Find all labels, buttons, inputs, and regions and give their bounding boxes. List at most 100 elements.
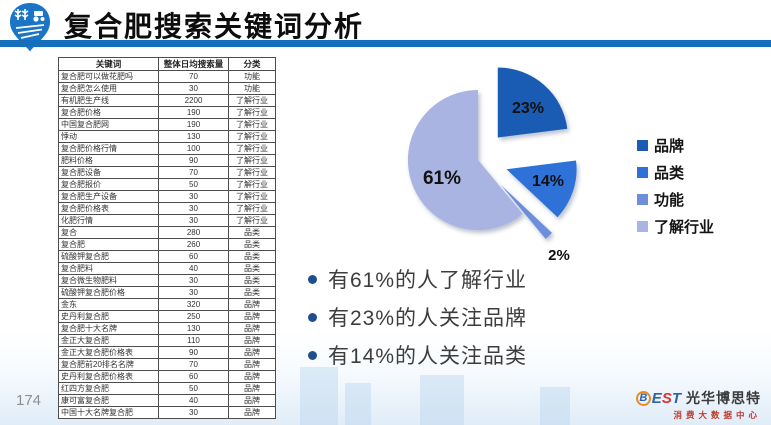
tractor-icon <box>33 11 45 22</box>
watermark-building <box>300 367 338 425</box>
keyword-cell: 史丹利复合肥 <box>58 310 159 323</box>
insight-item: 有14%的人关注品类 <box>308 336 527 374</box>
volume-cell: 30 <box>158 202 229 215</box>
table-row: 红四方复合肥 50 品牌 <box>58 382 276 395</box>
keyword-cell: 中国十大名牌复合肥 <box>58 406 159 419</box>
category-cell: 品类 <box>228 262 276 275</box>
category-cell: 了解行业 <box>228 214 276 227</box>
volume-cell: 130 <box>158 322 229 335</box>
table-row: 中国复合肥网 190 了解行业 <box>58 118 276 131</box>
volume-cell: 50 <box>158 178 229 191</box>
category-cell: 品类 <box>228 274 276 287</box>
insight-item: 有61%的人了解行业 <box>308 260 527 298</box>
category-cell: 了解行业 <box>228 178 276 191</box>
legend-swatch <box>637 140 648 151</box>
page-title: 复合肥搜索关键词分析 <box>64 11 365 42</box>
footer-brand-logo: B E S T 光华博思特 消费大数据中心 <box>635 388 761 421</box>
volume-cell: 100 <box>158 142 229 155</box>
keyword-table-head: 关键词 整体日均搜索量 分类 <box>58 57 276 71</box>
volume-cell: 30 <box>158 214 229 227</box>
table-row: 复合 280 品类 <box>58 226 276 239</box>
insight-text: 有61%的人了解行业 <box>328 269 528 292</box>
table-row: 悸动 130 了解行业 <box>58 130 276 143</box>
keyword-cell: 复合肥价格 <box>58 106 159 119</box>
category-cell: 品牌 <box>228 322 276 335</box>
table-row: 复合肥前20排名名牌 70 品牌 <box>58 358 276 371</box>
column-header-category: 分类 <box>228 57 276 71</box>
volume-cell: 90 <box>158 346 229 359</box>
table-row: 复合肥可以做花肥吗 70 功能 <box>58 70 276 83</box>
legend-label: 品类 <box>654 165 685 182</box>
volume-cell: 60 <box>158 370 229 383</box>
table-row: 复合微生物肥料 30 品类 <box>58 274 276 287</box>
keyword-cell: 化肥行情 <box>58 214 159 227</box>
keyword-cell: 复合 <box>58 226 159 239</box>
pie-label-function: 2% <box>548 247 570 264</box>
keyword-cell: 复合肥价格行情 <box>58 142 159 155</box>
category-cell: 品牌 <box>228 394 276 407</box>
keyword-cell: 硫酸钾复合肥价格 <box>58 286 159 299</box>
column-header-keyword: 关键词 <box>58 57 159 71</box>
keyword-cell: 复合肥十大名牌 <box>58 322 159 335</box>
bullet-icon <box>308 312 317 322</box>
volume-cell: 50 <box>158 382 229 395</box>
volume-cell: 60 <box>158 250 229 263</box>
category-cell: 了解行业 <box>228 130 276 143</box>
wheat-icon <box>14 9 29 20</box>
legend-swatch <box>637 221 648 232</box>
chart-legend: 品牌 品类 功能 了解行业 <box>637 138 714 246</box>
pie-slice-brand <box>497 67 568 138</box>
keyword-cell: 复合微生物肥料 <box>58 274 159 287</box>
category-cell: 了解行业 <box>228 202 276 215</box>
category-cell: 品牌 <box>228 406 276 419</box>
volume-cell: 30 <box>158 82 229 95</box>
table-row: 复合肥价格 190 了解行业 <box>58 106 276 119</box>
brand-letters: B E S T 光华博思特 <box>635 388 761 408</box>
category-cell: 功能 <box>228 70 276 83</box>
volume-cell: 250 <box>158 310 229 323</box>
volume-cell: 2200 <box>158 94 229 107</box>
keyword-cell: 悸动 <box>58 130 159 143</box>
keyword-cell: 复合肥 <box>58 238 159 251</box>
category-cell: 品牌 <box>228 370 276 383</box>
bullet-icon <box>308 350 317 360</box>
volume-cell: 40 <box>158 262 229 275</box>
table-row: 复合肥怎么使用 30 功能 <box>58 82 276 95</box>
insight-text: 有14%的人关注品类 <box>328 345 528 368</box>
category-cell: 品类 <box>228 286 276 299</box>
column-header-volume: 整体日均搜索量 <box>158 57 229 71</box>
category-cell: 品牌 <box>228 358 276 371</box>
brand-subtitle: 消费大数据中心 <box>673 410 761 420</box>
table-row: 史丹利复合肥价格表 60 品牌 <box>58 370 276 383</box>
volume-cell: 130 <box>158 130 229 143</box>
keyword-cell: 复合肥前20排名名牌 <box>58 358 159 371</box>
category-cell: 品牌 <box>228 310 276 323</box>
insight-text: 有23%的人关注品牌 <box>328 307 528 330</box>
brand-letter: S <box>661 389 672 407</box>
category-cell: 品牌 <box>228 298 276 311</box>
table-row: 复合肥生产设备 30 了解行业 <box>58 190 276 203</box>
legend-label: 了解行业 <box>654 219 715 236</box>
table-row: 中国十大名牌复合肥 30 品牌 <box>58 406 276 419</box>
table-header-row: 关键词 整体日均搜索量 分类 <box>58 57 276 71</box>
brand-letter: T <box>671 389 681 407</box>
volume-cell: 70 <box>158 358 229 371</box>
keyword-cell: 中国复合肥网 <box>58 118 159 131</box>
volume-cell: 70 <box>158 166 229 179</box>
legend-label: 品牌 <box>654 138 685 155</box>
legend-item: 品类 <box>637 165 714 182</box>
volume-cell: 260 <box>158 238 229 251</box>
category-cell: 品类 <box>228 226 276 239</box>
pie-slice-category <box>506 160 577 218</box>
category-cell: 了解行业 <box>228 118 276 131</box>
category-cell: 品类 <box>228 238 276 251</box>
keyword-cell: 复合肥可以做花肥吗 <box>58 70 159 83</box>
keyword-cell: 金正大复合肥价格表 <box>58 346 159 359</box>
watermark-building <box>420 375 464 425</box>
category-cell: 品牌 <box>228 346 276 359</box>
keyword-cell: 金东 <box>58 298 159 311</box>
category-cell: 了解行业 <box>228 190 276 203</box>
volume-cell: 40 <box>158 394 229 407</box>
table-row: 复合肥价格表 30 了解行业 <box>58 202 276 215</box>
